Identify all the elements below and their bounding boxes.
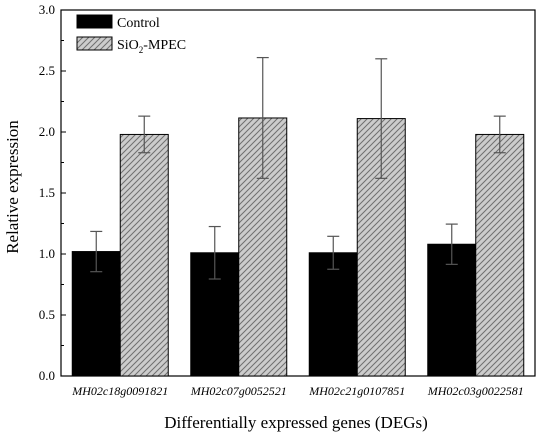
legend-swatch-sio2-mpec [76,36,113,51]
bar-sio2-mpec [475,133,525,377]
bar-control [427,243,477,377]
bar-sio2-mpec [119,133,169,377]
bar-control [308,252,358,377]
legend-label-sio2-suffix: -MPEC [143,38,186,53]
x-axis: MH02c18g0091821 MH02c07g0052521 MH02c21g01… [71,384,524,398]
bars-group [71,117,525,377]
legend-label-sio2-mpec: SiO2-MPEC [117,38,186,55]
legend-swatch-control [76,14,113,29]
y-tick-label: 0.0 [39,368,55,383]
legend-label-sio2-subscript: 2 [139,45,144,55]
x-tick-label: MH02c03g0022581 [427,384,524,398]
x-tick-label: MH02c07g0052521 [190,384,287,398]
y-tick-label: 1.0 [39,246,55,261]
y-tick-label: 3.0 [39,2,55,17]
y-tick-label: 0.5 [39,307,55,322]
legend-label-control: Control [117,16,160,31]
legend-label-sio2-base: SiO [117,38,139,53]
legend: Control SiO2-MPEC [76,14,186,55]
x-tick-label: MH02c21g0107851 [308,384,405,398]
y-tick-label: 2.0 [39,124,55,139]
error-bars-group [90,56,506,280]
y-tick-label: 2.5 [39,63,55,78]
y-tick-label: 1.5 [39,185,55,200]
y-axis-title: Relative expression [3,120,22,254]
x-tick-label: MH02c18g0091821 [71,384,168,398]
y-axis: 0.0 0.5 1.0 1.5 2.0 2.5 3.0 [39,2,66,383]
x-axis-title: Differentially expressed genes (DEGs) [164,413,428,432]
